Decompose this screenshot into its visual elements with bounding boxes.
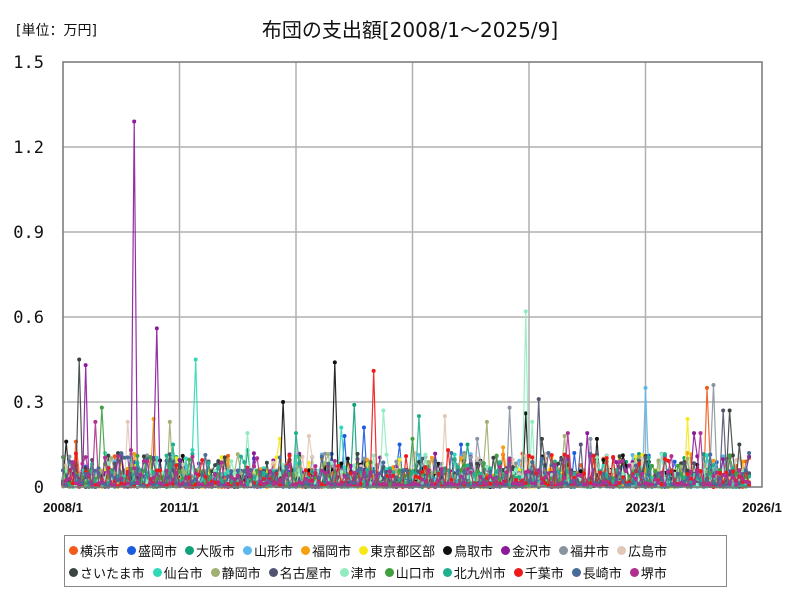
legend-dot-icon xyxy=(69,545,78,555)
series-lines xyxy=(61,119,752,490)
x-tick-label: 2026/1 xyxy=(742,500,782,515)
legend-dot-icon xyxy=(127,545,137,555)
legend-dot-icon xyxy=(268,567,278,577)
legend-dot-icon xyxy=(69,567,78,577)
legend-item: 仙台市 xyxy=(152,563,203,582)
legend-item: 大阪市 xyxy=(185,541,235,560)
legend-item: 山形市 xyxy=(243,541,293,560)
legend-label: 千葉市 xyxy=(524,566,564,582)
legend-item: 名古屋市 xyxy=(268,563,332,582)
legend: 横浜市 盛岡市 大阪市 山形市 福岡市 東京都区部 鳥取市 金沢市 福井市 広島市 さいたま市 仙台… xyxy=(64,535,727,587)
legend-dot-icon xyxy=(185,545,195,555)
y-tick-label: 1.5 xyxy=(13,53,44,73)
x-tick-label: 2011/1 xyxy=(160,500,199,515)
legend-dot-icon xyxy=(442,567,452,577)
legend-dot-icon xyxy=(501,545,511,555)
legend-item: 横浜市 xyxy=(69,541,119,560)
legend-label: 名古屋市 xyxy=(279,566,332,582)
legend-item: 長崎市 xyxy=(571,563,622,582)
legend-label: 堺市 xyxy=(640,566,667,582)
y-axis: 0 0.3 0.6 0.9 1.2 1.5 xyxy=(13,53,44,498)
x-tick-label: 2020/1 xyxy=(509,500,549,515)
legend-item: 鳥取市 xyxy=(443,541,493,560)
legend-label: 山口市 xyxy=(395,566,435,582)
legend-label: 大阪市 xyxy=(196,544,236,560)
legend-dot-icon xyxy=(617,545,627,555)
line-chart: 0 0.3 0.6 0.9 1.2 1.5 2008/1 2011/1 2014/1 2017/… xyxy=(13,53,782,515)
legend-dot-icon xyxy=(443,545,453,555)
legend-item: 東京都区部 xyxy=(359,541,435,560)
legend-label: さいたま市 xyxy=(80,566,145,582)
legend-label: 鳥取市 xyxy=(454,544,494,560)
legend-dot-icon xyxy=(339,567,349,577)
legend-item: 津市 xyxy=(339,563,377,582)
legend-label: 静岡市 xyxy=(221,566,261,582)
y-tick-label: 0.9 xyxy=(13,223,44,243)
x-tick-label: 2008/1 xyxy=(43,500,83,515)
x-tick-label: 2017/1 xyxy=(393,500,433,515)
y-tick-label: 0.6 xyxy=(13,308,44,328)
legend-dot-icon xyxy=(629,567,639,577)
legend-item: 堺市 xyxy=(629,563,667,582)
legend-row: さいたま市 仙台市 静岡市 名古屋市 津市 山口市 北九州市 千葉市 長崎市 堺市 xyxy=(69,561,722,583)
legend-item: 福岡市 xyxy=(301,541,351,560)
legend-dot-icon xyxy=(384,567,394,577)
legend-item: 広島市 xyxy=(617,541,667,560)
legend-label: 北九州市 xyxy=(453,566,506,582)
legend-dot-icon xyxy=(210,567,220,577)
legend-label: 長崎市 xyxy=(582,566,622,582)
legend-item: 盛岡市 xyxy=(127,541,177,560)
y-tick-label: 1.2 xyxy=(13,138,44,158)
legend-item: さいたま市 xyxy=(69,563,145,582)
legend-label: 金沢市 xyxy=(512,544,552,560)
legend-dot-icon xyxy=(559,545,569,555)
y-tick-label: 0 xyxy=(34,478,44,498)
legend-item: 千葉市 xyxy=(513,563,564,582)
legend-dot-icon xyxy=(571,567,581,577)
legend-dot-icon xyxy=(301,545,311,555)
legend-item: 静岡市 xyxy=(210,563,261,582)
legend-item: 金沢市 xyxy=(501,541,551,560)
chart-title: 布団の支出額[2008/1～2025/9] xyxy=(261,18,559,42)
legend-label: 盛岡市 xyxy=(138,544,178,560)
legend-item: 山口市 xyxy=(384,563,435,582)
legend-label: 福井市 xyxy=(570,544,610,560)
x-tick-label: 2023/1 xyxy=(626,500,666,515)
legend-label: 福岡市 xyxy=(312,544,352,560)
legend-dot-icon xyxy=(152,567,162,577)
legend-dot-icon xyxy=(359,545,369,555)
legend-item: 北九州市 xyxy=(442,563,506,582)
legend-row: 横浜市 盛岡市 大阪市 山形市 福岡市 東京都区部 鳥取市 金沢市 福井市 広島市 xyxy=(69,539,722,561)
legend-label: 広島市 xyxy=(628,544,668,560)
grid-lines xyxy=(63,62,762,487)
legend-label: 仙台市 xyxy=(163,566,203,582)
legend-label: 東京都区部 xyxy=(370,544,436,560)
legend-item: 福井市 xyxy=(559,541,609,560)
legend-label: 山形市 xyxy=(254,544,294,560)
legend-label: 津市 xyxy=(350,566,377,582)
y-tick-label: 0.3 xyxy=(13,393,44,413)
x-axis: 2008/1 2011/1 2014/1 2017/1 2020/1 2023/1 2026… xyxy=(43,500,782,515)
legend-dot-icon xyxy=(513,567,523,577)
plot-frame xyxy=(62,61,763,488)
unit-label: [単位：万円] xyxy=(16,23,97,39)
legend-dot-icon xyxy=(243,545,253,555)
legend-label: 横浜市 xyxy=(80,544,120,560)
x-tick-label: 2014/1 xyxy=(276,500,316,515)
